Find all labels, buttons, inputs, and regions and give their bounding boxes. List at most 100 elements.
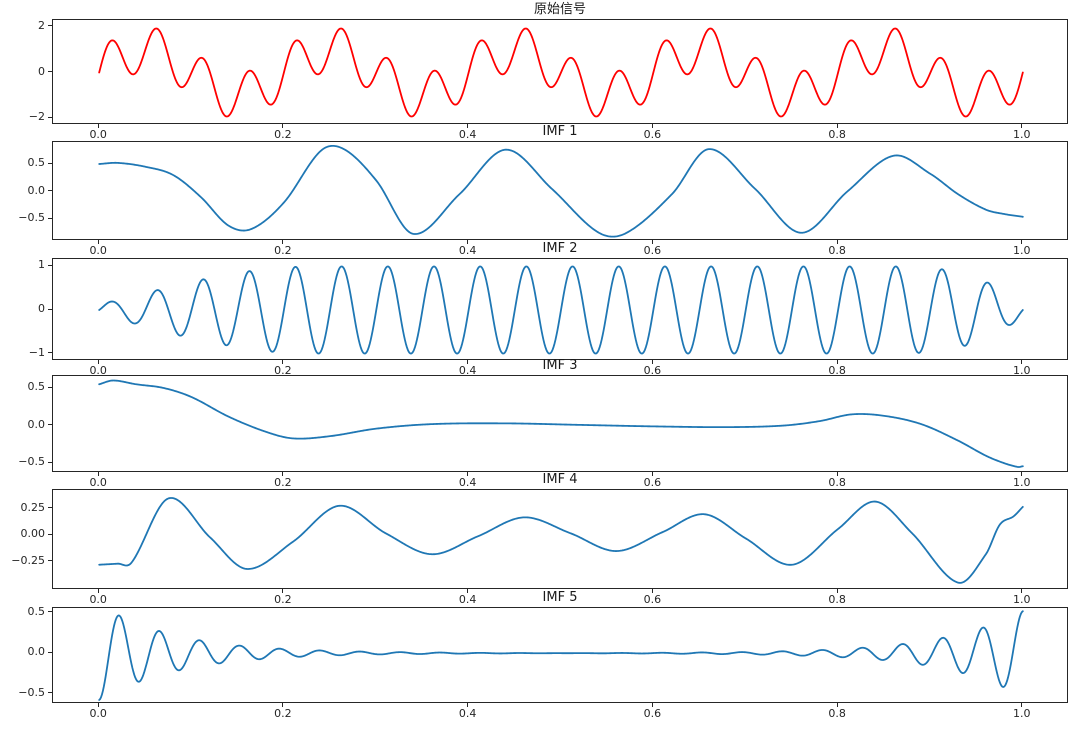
imf-line-5: [98, 610, 1024, 701]
x-tick-mark: [836, 472, 838, 476]
y-tick-label: 0.5: [27, 156, 46, 169]
y-tick-mark: [48, 611, 52, 613]
x-tick-mark: [467, 703, 469, 707]
x-tick-mark: [282, 240, 284, 244]
y-tick-mark: [48, 71, 52, 72]
x-tick-mark: [651, 589, 653, 593]
subplot-imf-2: [52, 258, 1068, 360]
y-tick-label: −2: [28, 110, 45, 124]
x-tick-label: 0.2: [274, 476, 292, 489]
x-tick-mark: [467, 240, 469, 244]
y-tick-mark: [48, 264, 52, 266]
x-tick-label: 1.0: [1013, 593, 1031, 606]
subplot-title-imf-4: IMF 4: [542, 472, 578, 487]
x-tick-label: 1.0: [1013, 476, 1031, 489]
y-tick-mark: [48, 424, 52, 426]
y-tick-mark: [48, 692, 52, 693]
x-tick-label: 0.6: [643, 128, 662, 141]
x-tick-label: 0.6: [643, 593, 662, 606]
x-tick-label: 0.6: [643, 244, 662, 257]
subplot-imf-1: [52, 141, 1068, 240]
subplot-imf-4: [52, 489, 1068, 589]
y-tick-mark: [48, 162, 52, 164]
x-tick-mark: [651, 124, 653, 128]
x-tick-mark: [282, 360, 284, 364]
y-tick-label: −0.5: [18, 211, 45, 224]
x-tick-mark: [1021, 360, 1023, 364]
y-tick-mark: [48, 651, 52, 653]
x-tick-label: 0.6: [643, 707, 662, 720]
x-tick-mark: [97, 124, 99, 128]
x-tick-mark: [651, 360, 653, 364]
x-tick-label: 0.8: [828, 128, 846, 141]
y-tick-label: 0.25: [20, 500, 46, 514]
x-tick-mark: [836, 124, 838, 128]
original-signal-line: [98, 27, 1024, 118]
x-tick-mark: [467, 472, 469, 476]
x-tick-mark: [836, 360, 838, 364]
subplot-title-original-signal: 原始信号: [533, 2, 587, 17]
subplot-imf-3: [52, 375, 1068, 472]
y-tick-mark: [48, 461, 52, 463]
imf-line-3: [98, 379, 1024, 468]
subplot-title-imf-2: IMF 2: [542, 241, 578, 256]
plot-area-imf-2: [98, 265, 1024, 355]
plot-area-imf-4: [98, 497, 1024, 584]
x-tick-label: 0.4: [458, 707, 477, 720]
y-tick-mark: [48, 217, 52, 219]
x-tick-label: 0.4: [458, 244, 477, 257]
y-tick-mark: [48, 116, 52, 118]
y-tick-label: −0.5: [18, 455, 45, 469]
y-tick-label: 0.0: [27, 183, 46, 197]
x-tick-mark: [1021, 124, 1023, 128]
x-tick-mark: [467, 124, 469, 128]
plot-area-imf-3: [98, 379, 1024, 468]
x-tick-label: 0.6: [643, 364, 662, 377]
x-tick-mark: [97, 703, 99, 707]
y-tick-label: 2: [38, 18, 45, 32]
x-tick-mark: [1021, 589, 1023, 593]
y-tick-mark: [48, 507, 52, 509]
x-tick-mark: [651, 703, 653, 707]
subplot-title-imf-3: IMF 3: [542, 358, 578, 373]
y-tick-label: 0: [38, 302, 45, 315]
x-tick-label: 0.2: [274, 593, 292, 606]
y-tick-mark: [48, 560, 52, 562]
x-tick-label: 0.2: [274, 128, 292, 141]
x-tick-mark: [1021, 240, 1023, 244]
x-tick-label: 0.4: [458, 593, 477, 606]
y-tick-mark: [48, 352, 52, 354]
x-tick-label: 0.8: [828, 244, 846, 257]
x-tick-label: 0.2: [274, 707, 292, 720]
x-tick-mark: [836, 703, 838, 707]
x-tick-mark: [97, 472, 99, 476]
x-tick-mark: [467, 360, 469, 364]
imf-line-4: [98, 497, 1024, 584]
subplot-original-signal: [52, 19, 1068, 124]
x-tick-mark: [651, 240, 653, 244]
x-tick-mark: [97, 589, 99, 593]
y-tick-mark: [48, 25, 52, 27]
x-tick-label: 0.2: [274, 364, 292, 377]
y-tick-mark: [48, 533, 52, 535]
y-tick-mark: [48, 386, 52, 388]
plot-area-imf-5: [98, 610, 1024, 701]
x-tick-label: 1.0: [1013, 364, 1031, 377]
x-tick-label: 0.4: [458, 476, 477, 489]
x-tick-mark: [97, 240, 99, 244]
x-tick-mark: [282, 472, 284, 476]
x-tick-mark: [467, 589, 469, 593]
y-tick-mark: [48, 190, 52, 191]
plot-area-imf-1: [98, 144, 1024, 238]
x-tick-mark: [282, 589, 284, 593]
x-tick-label: 0.0: [89, 707, 107, 720]
x-tick-mark: [651, 472, 653, 476]
y-tick-label: −1: [28, 345, 45, 359]
x-tick-label: 0.4: [458, 364, 477, 377]
y-tick-label: 0: [38, 64, 45, 78]
x-tick-label: 0.8: [828, 364, 846, 377]
y-tick-mark: [48, 308, 52, 310]
y-tick-label: 0.0: [27, 645, 46, 659]
x-tick-label: 0.2: [274, 244, 292, 257]
